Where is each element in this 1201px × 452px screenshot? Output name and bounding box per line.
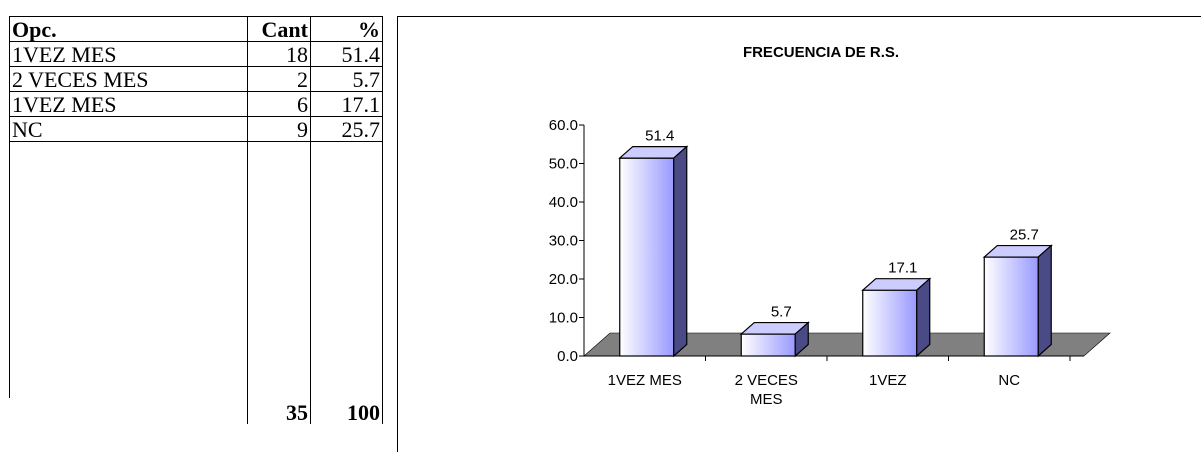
cell-cant: 18 (247, 41, 311, 67)
bar (983, 256, 1039, 357)
cell-cant: 9 (247, 116, 311, 142)
x-tick-label: NC (998, 372, 1020, 389)
total-cant: 35 (247, 398, 311, 424)
total-pct: 100 (310, 398, 383, 424)
header-cant: Cant (247, 16, 311, 42)
blank-cell (9, 141, 248, 398)
bar (862, 289, 918, 357)
total-label-cell (9, 398, 248, 424)
cell-opc: 1VEZ MES (9, 41, 248, 67)
x-tick-label: 1VEZ (869, 372, 907, 389)
data-label: 25.7 (1010, 227, 1039, 244)
table-total-row: 35 100 (9, 398, 383, 424)
bar-side (794, 321, 809, 358)
y-tick-label: 20.0 (549, 271, 578, 288)
y-tick-label: 40.0 (549, 194, 578, 211)
table-blank-area (9, 141, 383, 398)
table-row: 1VEZ MES 6 17.1 (9, 91, 383, 117)
y-tick-label: 0.0 (557, 348, 578, 365)
bar-side (916, 277, 931, 358)
y-tick-label: 30.0 (549, 233, 578, 250)
cell-pct: 51.4 (310, 41, 383, 67)
cell-cant: 6 (247, 91, 311, 117)
chart-area: FRECUENCIA DE R.S. 0.0 10.0 20.0 30.0 40.0 50… (397, 16, 1201, 452)
data-label: 5.7 (771, 304, 792, 321)
y-tick-label: 10.0 (549, 310, 578, 327)
bar (619, 157, 675, 357)
table-row: NC 9 25.7 (9, 116, 383, 142)
table-header-row: Opc. Cant % (9, 16, 383, 42)
cell-pct: 25.7 (310, 116, 383, 142)
bar (740, 333, 796, 357)
cell-opc: 1VEZ MES (9, 91, 248, 117)
data-label: 51.4 (645, 128, 674, 145)
blank-cell (310, 141, 383, 398)
cell-pct: 17.1 (310, 91, 383, 117)
cell-pct: 5.7 (310, 66, 383, 92)
header-opc: Opc. (9, 16, 248, 42)
y-tick-label: 60.0 (549, 117, 578, 134)
header-pct: % (310, 16, 383, 42)
data-label: 17.1 (888, 260, 917, 277)
cell-cant: 2 (247, 66, 311, 92)
x-tick-label: 1VEZ MES (608, 372, 682, 389)
blank-cell (247, 141, 311, 398)
bar-side (673, 145, 688, 358)
y-tick-label: 50.0 (549, 156, 578, 173)
chart-title: FRECUENCIA DE R.S. (743, 44, 899, 61)
table-row: 1VEZ MES 18 51.4 (9, 41, 383, 67)
cell-opc: 2 VECES MES (9, 66, 248, 92)
bar-chart: FRECUENCIA DE R.S. 0.0 10.0 20.0 30.0 40.0 50… (549, 44, 1111, 408)
bar-side (1037, 244, 1052, 358)
data-table: Opc. Cant % 1VEZ MES 18 51.4 2 VECES MES… (9, 16, 383, 424)
table-row: 2 VECES MES 2 5.7 (9, 66, 383, 92)
cell-opc: NC (9, 116, 248, 142)
x-tick-label: MES (750, 391, 783, 408)
x-tick-label: 2 VECES (735, 372, 798, 389)
